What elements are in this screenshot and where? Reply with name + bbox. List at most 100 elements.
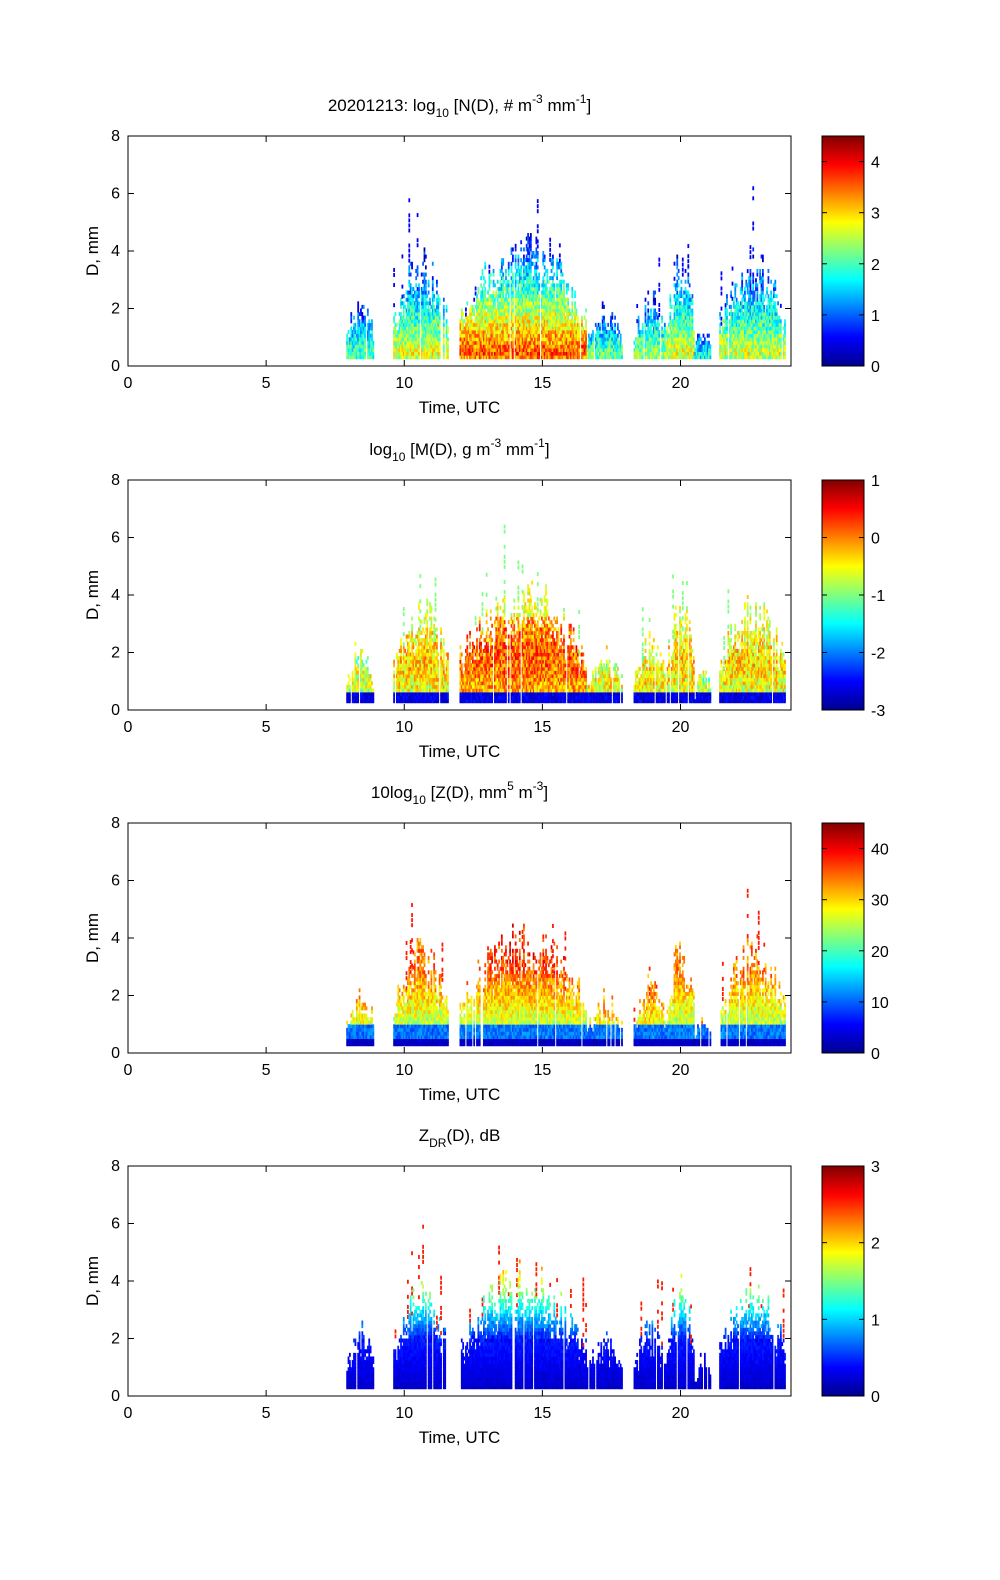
heatmap-cell	[687, 276, 690, 281]
heatmap-cell	[465, 351, 467, 356]
heatmap-cell	[346, 348, 349, 353]
heatmap-cell	[416, 268, 419, 273]
heatmap-cell	[487, 301, 489, 306]
heatmap-cell	[737, 301, 739, 306]
heatmap-cell	[462, 351, 465, 356]
heatmap-cell	[547, 308, 550, 313]
heatmap-cell	[393, 663, 395, 668]
heatmap-cell	[763, 308, 766, 313]
heatmap-cell	[540, 355, 543, 360]
heatmap-cell	[543, 254, 546, 259]
heatmap-cell	[720, 306, 723, 311]
heatmap-cell	[488, 264, 491, 269]
heatmap-cell	[556, 276, 558, 281]
heatmap-cell	[492, 268, 495, 273]
heatmap-cell	[542, 319, 545, 324]
heatmap-cell	[505, 326, 507, 331]
heatmap-cell	[523, 308, 525, 313]
heatmap-cell	[394, 344, 397, 349]
heatmap-cell	[360, 322, 362, 327]
heatmap-cell	[507, 333, 510, 338]
heatmap-cell	[528, 333, 531, 338]
heatmap-cell	[518, 315, 521, 320]
heatmap-cell	[418, 337, 420, 342]
heatmap-cell	[616, 337, 619, 342]
heatmap-cell	[427, 322, 430, 327]
heatmap-cell	[412, 330, 415, 335]
heatmap-cell	[413, 319, 416, 324]
heatmap-cell	[467, 344, 470, 349]
heatmap-cell	[484, 312, 487, 317]
heatmap-cell	[431, 301, 434, 306]
heatmap-cell	[516, 268, 518, 273]
heatmap-cell	[719, 330, 721, 335]
heatmap-cell	[687, 279, 690, 284]
heatmap-cell	[467, 340, 470, 345]
heatmap-cell	[498, 340, 500, 345]
heatmap-cell	[540, 297, 543, 302]
heatmap-cell	[372, 355, 375, 360]
heatmap-cell	[502, 304, 505, 309]
heatmap-cell	[618, 330, 621, 335]
heatmap-cell	[514, 294, 517, 299]
heatmap-cell	[521, 276, 524, 281]
heatmap-cell	[488, 294, 491, 299]
heatmap-cell	[362, 330, 365, 335]
heatmap-cell	[484, 330, 487, 335]
heatmap-cell	[407, 351, 409, 356]
heatmap-cell	[357, 337, 360, 342]
heatmap-cell	[484, 294, 487, 299]
heatmap-cell	[536, 254, 539, 259]
heatmap-cell	[429, 333, 431, 338]
heatmap-cell	[536, 337, 539, 342]
heatmap-cell	[502, 272, 505, 277]
heatmap-cell	[542, 276, 545, 281]
heatmap-cell	[520, 279, 523, 284]
heatmap-cell	[415, 344, 418, 349]
heatmap-cell	[560, 286, 563, 291]
heatmap-cell	[518, 290, 521, 295]
heatmap-cell	[514, 261, 517, 266]
heatmap-cell	[514, 276, 517, 281]
heatmap-cell	[484, 319, 487, 324]
heatmap-cell	[553, 297, 556, 302]
heatmap-cell	[422, 294, 424, 299]
heatmap-cell	[677, 276, 680, 281]
heatmap-cell	[442, 337, 445, 342]
heatmap-cell	[429, 326, 431, 331]
heatmap-cell	[357, 666, 360, 671]
heatmap-cell	[614, 326, 616, 331]
heatmap-cell	[523, 254, 525, 259]
heatmap-cell	[511, 315, 514, 320]
heatmap-cell	[420, 272, 423, 277]
heatmap-cell	[478, 340, 481, 345]
heatmap-cell	[753, 294, 756, 299]
heatmap-cell	[538, 297, 541, 302]
heatmap-cell	[514, 337, 517, 342]
heatmap-cell	[412, 297, 415, 302]
heatmap-cell	[520, 294, 523, 299]
heatmap-cell	[398, 355, 401, 360]
heatmap-cell	[404, 326, 407, 331]
heatmap-cell	[709, 348, 712, 353]
heatmap-cell	[366, 656, 369, 661]
heatmap-cell	[459, 326, 462, 331]
heatmap-cell	[498, 344, 500, 349]
heatmap-cell	[520, 290, 523, 295]
heatmap-cell	[658, 348, 661, 353]
heatmap-cell	[480, 351, 482, 356]
heatmap-cell	[395, 333, 398, 338]
heatmap-cell	[371, 337, 373, 342]
heatmap-cell	[442, 312, 445, 317]
heatmap-cell	[431, 315, 434, 320]
heatmap-cell	[426, 330, 429, 335]
heatmap-cell	[496, 351, 499, 356]
heatmap-cell	[353, 340, 355, 345]
heatmap-cell	[485, 337, 488, 342]
heatmap-cell	[516, 272, 518, 277]
heatmap-cell	[529, 322, 532, 327]
heatmap-cell	[507, 322, 510, 327]
x-tick-label: 15	[533, 375, 551, 392]
heatmap-cell	[527, 286, 529, 291]
heatmap-cell	[500, 308, 503, 313]
